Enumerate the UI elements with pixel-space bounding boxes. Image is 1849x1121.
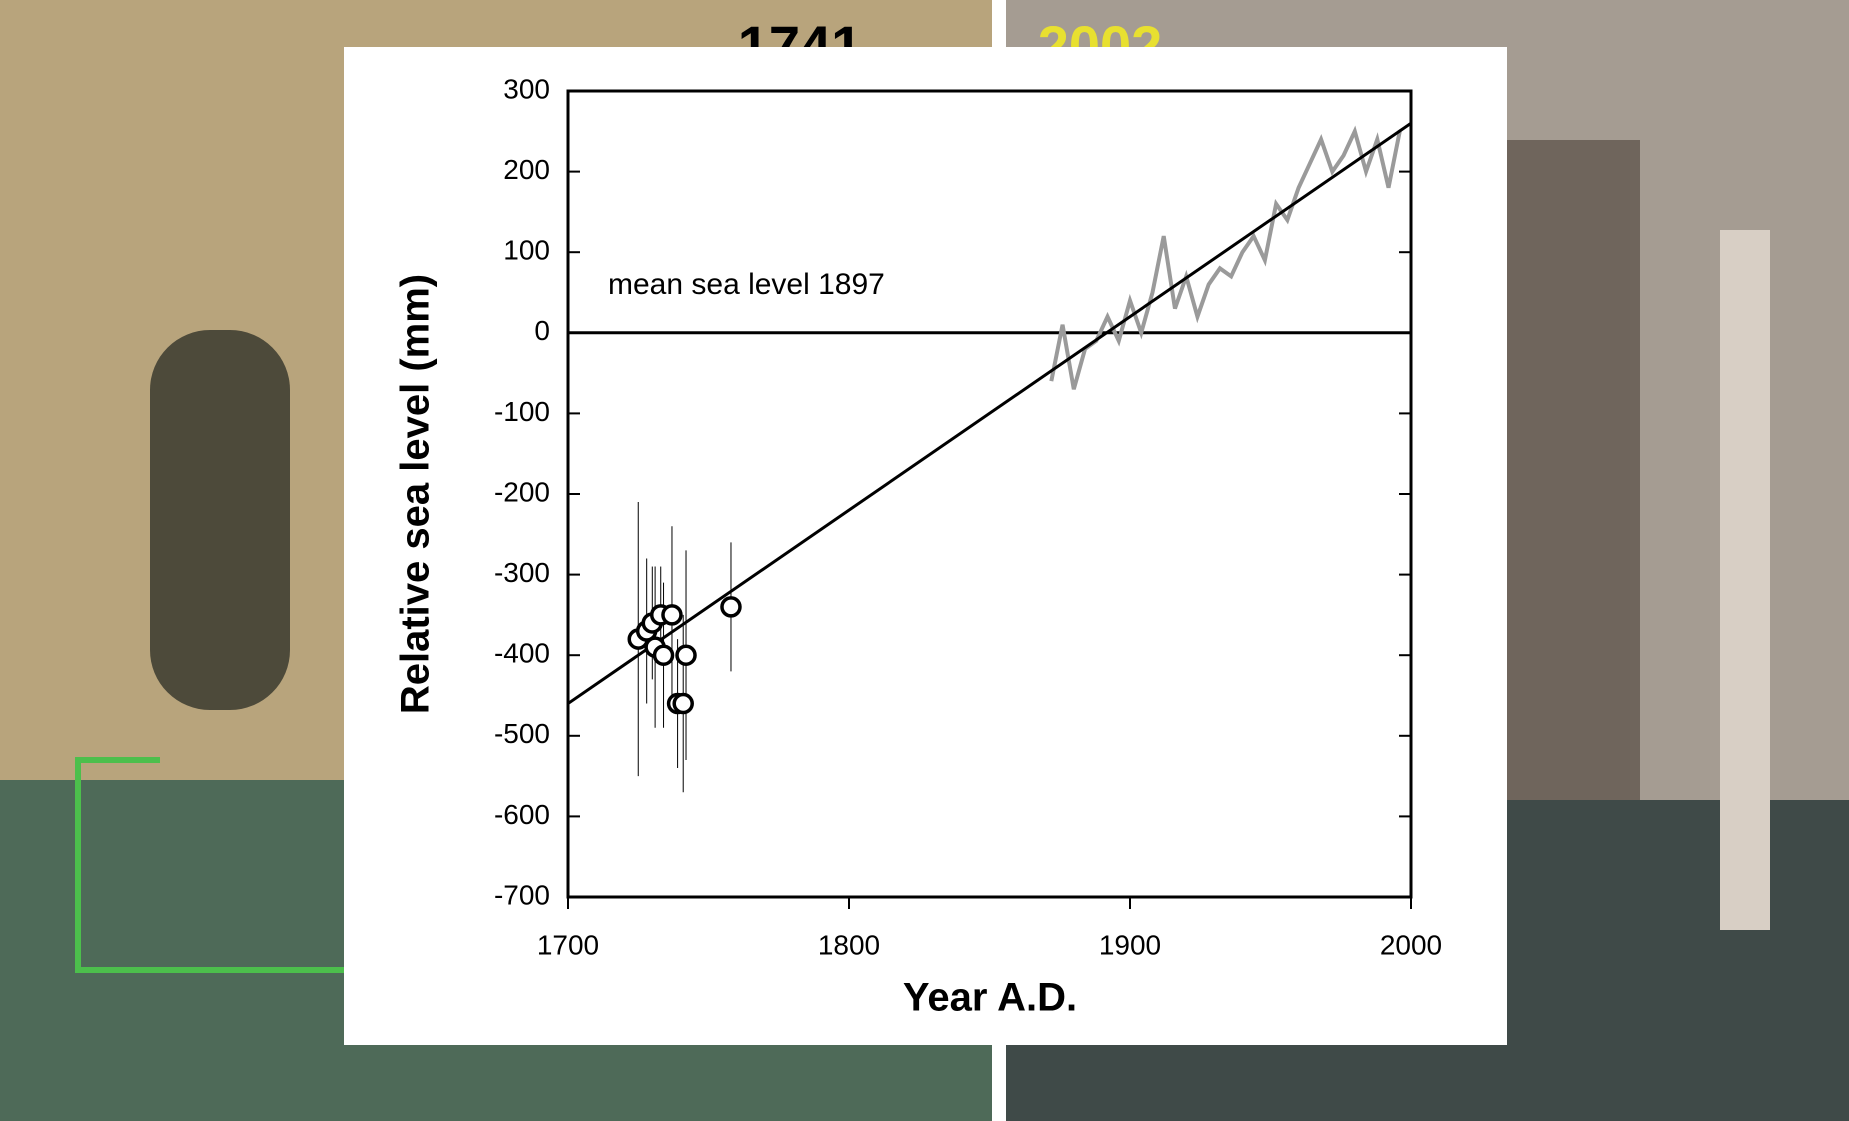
data-point [720, 596, 742, 618]
y-tick-label: 300 [503, 73, 550, 104]
right-doorway [1500, 140, 1640, 800]
chart-panel [344, 47, 1507, 1045]
y-tick-label: -300 [494, 557, 550, 588]
y-tick-label: 0 [534, 315, 550, 346]
y-tick-label: -600 [494, 799, 550, 830]
y-tick-label: -700 [494, 879, 550, 910]
trend-line [567, 122, 1412, 705]
data-point [652, 644, 675, 666]
y-tick-label: -200 [494, 476, 550, 507]
x-tick-label: 2000 [1380, 929, 1442, 960]
x-tick-label: 1700 [537, 929, 599, 960]
y-tick-label: -400 [494, 638, 550, 669]
y-axis-title: Relative sea level (mm) [394, 274, 438, 714]
green-arrow [75, 757, 345, 973]
tide-gauge-line [1049, 125, 1402, 390]
y-tick-label: 100 [503, 235, 550, 266]
data-point [661, 604, 683, 626]
x-axis-title: Year A.D. [903, 976, 1077, 1020]
annotation: mean sea level 1897 [608, 268, 885, 301]
x-tick-label: 1900 [1099, 929, 1161, 960]
y-tick-label: -500 [494, 718, 550, 749]
data-point [675, 644, 697, 666]
right-pole [1720, 230, 1770, 930]
y-tick-label: -100 [494, 396, 550, 427]
data-point [672, 692, 694, 715]
left-doorway [150, 330, 290, 710]
y-tick-label: 200 [503, 154, 550, 185]
x-tick-label: 1800 [818, 929, 880, 960]
